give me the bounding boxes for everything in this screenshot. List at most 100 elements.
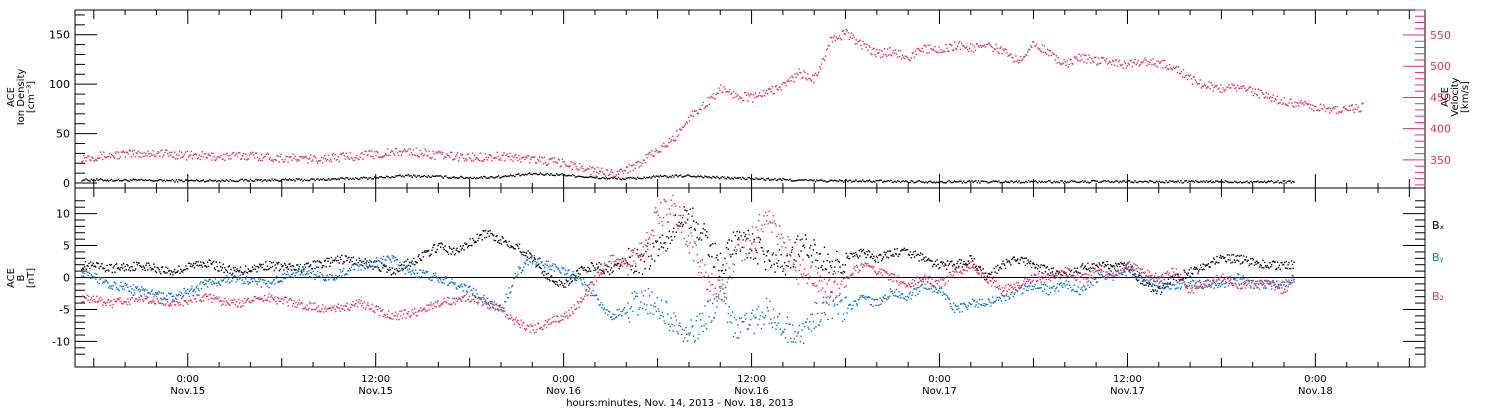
data-point xyxy=(521,272,522,273)
data-point xyxy=(732,97,733,98)
data-point xyxy=(1002,261,1003,262)
data-point xyxy=(1100,63,1101,64)
data-point xyxy=(727,176,728,177)
data-point xyxy=(907,249,908,250)
data-point xyxy=(1354,112,1355,113)
data-point xyxy=(102,179,103,180)
data-point xyxy=(1286,261,1287,262)
data-point xyxy=(780,328,781,329)
data-point xyxy=(1135,59,1136,60)
data-point xyxy=(1270,266,1271,267)
data-point xyxy=(995,271,996,272)
data-point xyxy=(355,177,356,178)
data-point xyxy=(83,276,84,277)
data-point xyxy=(661,246,662,247)
data-point xyxy=(1037,182,1038,183)
data-point xyxy=(210,155,211,156)
data-point xyxy=(617,309,618,310)
data-point xyxy=(626,178,627,179)
data-point xyxy=(488,157,489,158)
data-point xyxy=(251,278,252,279)
data-point xyxy=(472,238,473,239)
data-point xyxy=(1208,263,1209,264)
data-point xyxy=(706,231,707,232)
data-point xyxy=(1090,182,1091,183)
data-point xyxy=(89,268,90,269)
data-point xyxy=(1271,180,1272,181)
data-point xyxy=(913,251,914,252)
data-point xyxy=(242,155,243,156)
data-point xyxy=(149,156,150,157)
data-point xyxy=(1079,182,1080,183)
data-point xyxy=(501,177,502,178)
data-point xyxy=(900,182,901,183)
data-point xyxy=(1219,181,1220,182)
data-point xyxy=(966,182,967,183)
data-point xyxy=(388,257,389,258)
data-point xyxy=(924,257,925,258)
data-point xyxy=(708,97,709,98)
data-point xyxy=(822,180,823,181)
data-point xyxy=(665,147,666,148)
data-point xyxy=(1206,180,1207,181)
data-point xyxy=(460,176,461,177)
data-point xyxy=(528,156,529,157)
data-point xyxy=(792,180,793,181)
data-point xyxy=(1218,262,1219,263)
data-point xyxy=(1178,180,1179,181)
data-point xyxy=(167,153,168,154)
data-point xyxy=(292,274,293,275)
data-point xyxy=(898,291,899,292)
data-point xyxy=(156,293,157,294)
data-point xyxy=(1154,63,1155,64)
data-point xyxy=(729,321,730,322)
data-point xyxy=(100,151,101,152)
data-point xyxy=(359,266,360,267)
data-point xyxy=(450,253,451,254)
data-point xyxy=(1077,268,1078,269)
data-point xyxy=(135,287,136,288)
x-tick-label-time: 12:00 xyxy=(737,374,766,385)
data-point xyxy=(393,153,394,154)
data-point xyxy=(1103,180,1104,181)
data-point xyxy=(1244,181,1245,182)
data-point xyxy=(114,282,115,283)
data-point xyxy=(1125,182,1126,183)
data-point xyxy=(547,273,548,274)
data-point xyxy=(365,151,366,152)
data-point xyxy=(609,311,610,312)
data-point xyxy=(438,151,439,152)
data-point xyxy=(212,153,213,154)
data-point xyxy=(1216,262,1217,263)
data-point xyxy=(1113,61,1114,62)
data-point xyxy=(693,115,694,116)
data-point xyxy=(1005,300,1006,301)
data-point xyxy=(1262,182,1263,183)
data-point xyxy=(835,260,836,261)
data-point xyxy=(424,273,425,274)
data-point xyxy=(741,318,742,319)
data-point xyxy=(600,264,601,265)
data-point xyxy=(1334,108,1335,109)
data-point xyxy=(816,252,817,253)
data-point xyxy=(410,271,411,272)
data-point xyxy=(894,249,895,250)
data-point xyxy=(954,180,955,181)
data-point xyxy=(646,304,647,305)
data-point xyxy=(886,181,887,182)
data-point xyxy=(1024,285,1025,286)
data-point xyxy=(944,263,945,264)
data-point xyxy=(1110,182,1111,183)
data-point xyxy=(921,51,922,52)
data-point xyxy=(244,283,245,284)
data-point xyxy=(241,277,242,278)
data-point xyxy=(1248,88,1249,89)
data-point xyxy=(592,263,593,264)
data-point xyxy=(93,276,94,277)
data-point xyxy=(943,262,944,263)
data-point xyxy=(127,265,128,266)
data-point xyxy=(229,273,230,274)
data-point xyxy=(675,174,676,175)
data-point xyxy=(1281,99,1282,100)
data-point xyxy=(132,284,133,285)
